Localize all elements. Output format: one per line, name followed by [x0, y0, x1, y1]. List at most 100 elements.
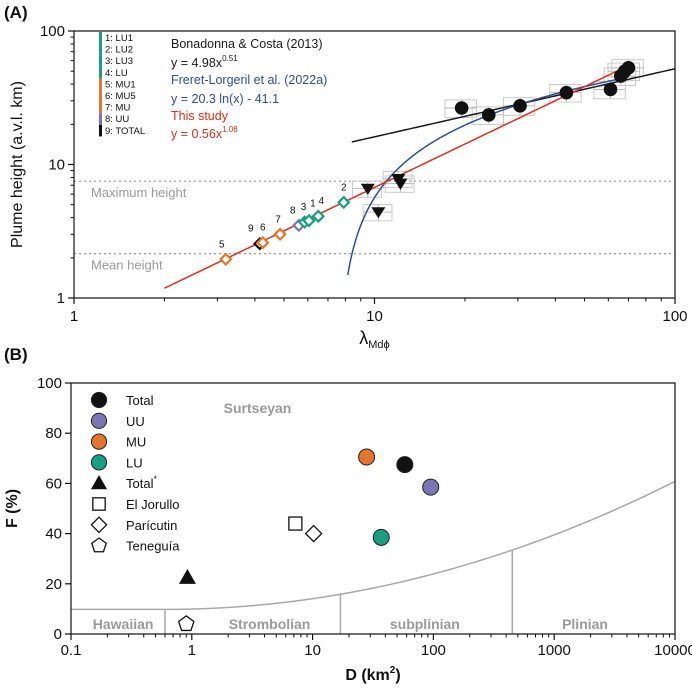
- legend-unit-8: 8: UU: [105, 114, 129, 125]
- x-axis-subscript: Mdϕ: [368, 339, 389, 351]
- circle-3-box: [502, 97, 536, 116]
- point-paricutin: [304, 524, 323, 543]
- plot-frame: [73, 30, 676, 299]
- legend-marker-6: [92, 497, 106, 511]
- legend-label-4: LU: [126, 455, 143, 470]
- legend-bar-4: [99, 66, 102, 79]
- x-tick-label: 10: [304, 642, 321, 659]
- legend-bar-8: [99, 113, 102, 125]
- triangle-1-box: [352, 180, 382, 198]
- legend-marker-5: [90, 475, 108, 490]
- legend-bar-1: [99, 32, 102, 44]
- this-study-line-equation-exponent: 1.08: [222, 125, 238, 134]
- this-study-line-label: This study: [171, 109, 229, 123]
- bonadonna-costa-line-equation-exponent: 0.51: [222, 54, 238, 63]
- triangle-4-box: [382, 170, 413, 189]
- x-axis-label-base: D (km: [345, 667, 389, 684]
- x-axis-label-sup: 2: [390, 665, 396, 676]
- point-label-9: 9: [248, 224, 254, 235]
- x-tick-label: 0.1: [61, 642, 82, 659]
- x-tick-label: 1: [188, 642, 196, 659]
- y-tick-label: 60: [45, 475, 62, 492]
- legend-label-7: Parícutin: [126, 518, 177, 533]
- legend-label-text-4: LU: [126, 455, 143, 470]
- surtseyan-label: Surtseyan: [224, 400, 292, 416]
- regime-boundaries: [71, 480, 675, 634]
- triangle-point-1: [360, 183, 375, 195]
- legend-bar-2: [99, 43, 102, 56]
- panel-b-label: (B): [4, 345, 28, 364]
- legend-label-5: Total*: [126, 474, 157, 491]
- point-label-6: 6: [260, 223, 266, 234]
- point-teneguia: [177, 615, 195, 632]
- y-axis-label: Plume height (a.v.l. km): [9, 81, 26, 248]
- legend-unit-1: 1: LU1: [105, 33, 133, 44]
- this-study-line-equation-base: y = 0.56x: [171, 127, 223, 141]
- circle-point-2: [481, 108, 496, 122]
- circle-point-8: [621, 61, 636, 75]
- y-tick-label: 100: [37, 375, 62, 392]
- legend-label-text-3: MU: [126, 435, 146, 450]
- diamond-point-1: [302, 213, 316, 228]
- circle-point-1: [454, 101, 469, 115]
- x-tick-label: 100: [421, 642, 446, 659]
- legend-label-text-2: UU: [126, 414, 145, 429]
- point-label-8: 8: [290, 205, 296, 216]
- mean-height-label: Mean height: [91, 258, 163, 273]
- bonadonna-costa-line-label: Bonadonna & Costa (2013): [171, 37, 323, 51]
- legend-bar-7: [99, 101, 102, 114]
- legend-label-text-1: Total: [126, 393, 154, 408]
- legend-unit-7: 7: MU: [105, 103, 130, 114]
- triangle-point-4: [391, 174, 406, 186]
- legend-label-8: Teneguía: [126, 539, 180, 554]
- freret-lorgeril-curve-equation-base: y = 20.3 ln(x) - 41.1: [171, 92, 279, 106]
- legend-unit-4: 4: LU: [105, 68, 128, 79]
- legend-label-text-7: Parícutin: [126, 518, 177, 533]
- legend-unit-3: 3: LU3: [105, 56, 133, 67]
- y-tick-label: 0: [54, 626, 62, 643]
- legend-bar-5: [99, 78, 102, 90]
- x-tick-label: 100: [662, 308, 687, 325]
- legend-marker-8: [91, 537, 107, 553]
- triangle-point-2: [371, 207, 386, 219]
- this-study-line-equation: y = 0.56x1.08: [171, 125, 238, 141]
- circle-point-5: [603, 82, 618, 97]
- legend-unit-6: 6: MU5: [105, 91, 136, 102]
- legend-marker-7: [90, 516, 108, 534]
- circle-4-box: [549, 84, 582, 103]
- legend-unit-5: 5: MU1: [105, 79, 136, 90]
- point-label-4: 4: [318, 196, 324, 207]
- x-tick-label: 10000: [654, 642, 692, 659]
- x-axis-symbol: λ: [359, 328, 368, 348]
- x-tick-label: 1: [70, 308, 78, 325]
- y-axis-label: F (%): [4, 489, 21, 528]
- diamond-point-6: [256, 235, 270, 250]
- x-axis-label: λMdϕ: [359, 328, 389, 351]
- panel-b-chart: Surtseyan Hawaiian Strombolian subplinian Pl…: [4, 375, 692, 684]
- circle-point-4: [559, 85, 574, 100]
- circle-point-3: [513, 99, 527, 113]
- subplinian-label: subplinian: [390, 616, 460, 632]
- legend-marker-4: [90, 454, 108, 471]
- legend-label-6: El Jorullo: [126, 497, 179, 512]
- y-tick-label: 1: [57, 290, 65, 307]
- legend-label-text-5: Total: [126, 476, 154, 491]
- legend-label-text-8: Teneguía: [126, 539, 180, 554]
- panel-a-label: (A): [4, 3, 28, 22]
- x-tick-label: 10: [366, 308, 383, 325]
- diamond-point-7: [273, 227, 287, 242]
- bonadonna-costa-line-equation-base: y = 4.98x: [171, 56, 223, 70]
- point-label-7: 7: [275, 214, 281, 225]
- legend-bar-6: [99, 90, 102, 102]
- legend-label-3: MU: [126, 435, 146, 450]
- point-uu: [422, 478, 440, 496]
- point-lu: [372, 528, 390, 546]
- strombolian-label: Strombolian: [229, 616, 311, 632]
- legend-label-text-6: El Jorullo: [126, 497, 179, 512]
- triangle-2-box: [362, 204, 393, 222]
- plinian-label: Plinian: [562, 616, 608, 632]
- diamond-point-5: [219, 252, 233, 267]
